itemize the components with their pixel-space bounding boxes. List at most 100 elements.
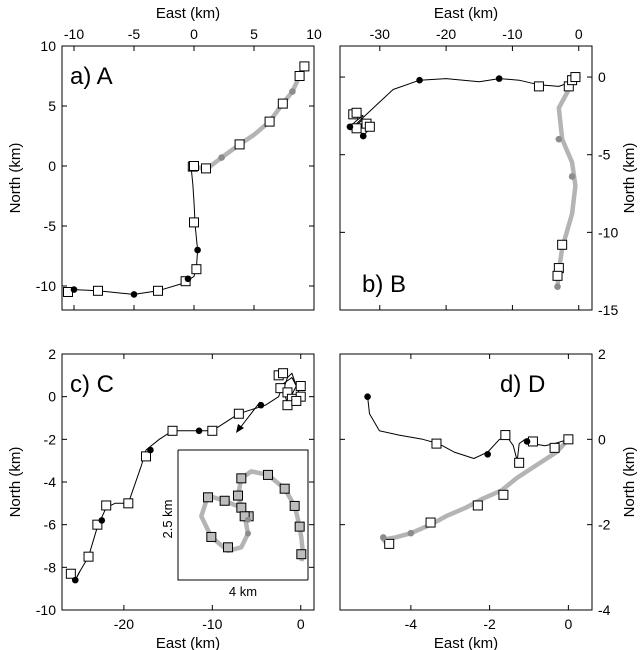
x-tick-label: -4 <box>405 616 418 632</box>
marker-dot <box>71 576 79 584</box>
marker-square <box>549 442 560 453</box>
x-axis-label: East (km) <box>156 5 220 22</box>
marker-square <box>189 161 199 171</box>
marker-dot <box>407 529 415 537</box>
marker-square <box>552 270 563 281</box>
marker-square <box>167 425 178 436</box>
x-axis-label: East (km) <box>434 5 498 22</box>
x-tick-label: -10 <box>202 616 222 632</box>
marker-dot <box>98 517 106 524</box>
y-tick-label: 0 <box>598 69 606 85</box>
y-tick-label: -4 <box>44 474 57 490</box>
marker-square <box>384 538 395 549</box>
marker-dot <box>364 393 371 400</box>
marker-square <box>123 498 134 509</box>
marker-square <box>101 500 112 511</box>
y-tick-label: -2 <box>44 431 57 447</box>
plot-frame <box>339 45 593 311</box>
marker-square <box>264 116 275 127</box>
x-tick-label: -20 <box>114 616 134 632</box>
y-tick-label: 5 <box>48 98 56 114</box>
inset-marker-dot <box>245 530 251 537</box>
y-tick-label: 2 <box>48 346 56 362</box>
inset-marker-square <box>294 521 305 532</box>
plot-frame <box>339 353 593 611</box>
marker-square <box>92 519 103 530</box>
y-tick-label: -10 <box>598 224 618 240</box>
marker-square <box>191 264 202 275</box>
marker-square <box>93 285 103 296</box>
x-tick-label: -10 <box>502 26 522 42</box>
x-tick-label: -2 <box>483 616 496 632</box>
inset-frame <box>177 449 309 581</box>
y-axis-label: North (km) <box>7 447 24 518</box>
marker-dot <box>495 75 503 82</box>
plot-frame <box>61 45 315 311</box>
y-tick-label: 0 <box>48 389 56 405</box>
track-gray <box>191 64 307 172</box>
marker-square <box>299 61 310 72</box>
marker-square <box>65 568 76 579</box>
x-tick-label: 0 <box>564 616 572 632</box>
marker-square <box>533 81 544 92</box>
marker-square <box>234 139 245 150</box>
inset-marker-square <box>289 500 300 511</box>
y-axis-label: North (km) <box>621 447 638 518</box>
marker-square <box>500 430 511 441</box>
marker-square <box>282 400 293 411</box>
marker-square <box>291 395 302 406</box>
y-tick-label: 0 <box>598 431 606 447</box>
inset-arrow <box>239 401 261 429</box>
y-tick-label: 0 <box>48 158 56 174</box>
x-axis-label: East (km) <box>156 635 220 650</box>
panel-4: -4 -2 0 East (km) -4 -2 0 2 North (km) d) D <box>339 346 638 650</box>
x-tick-label: -10 <box>64 26 84 42</box>
y-tick-label: -2 <box>598 517 611 533</box>
marker-square <box>189 217 199 228</box>
marker-square <box>425 517 436 528</box>
marker-square <box>431 438 442 449</box>
marker-dot <box>184 275 192 283</box>
track-black <box>367 396 569 462</box>
marker-square <box>201 163 211 174</box>
y-tick-label: -6 <box>44 517 57 533</box>
y-tick-label: -10 <box>36 278 56 294</box>
marker-dot <box>523 438 531 445</box>
inset-arrow-head <box>236 424 244 433</box>
marker-square <box>233 408 244 419</box>
y-tick-label: -5 <box>598 147 611 163</box>
marker-dot <box>568 173 576 180</box>
inset-height-label: 2.5 km <box>160 499 175 538</box>
marker-square <box>278 368 289 379</box>
marker-square <box>557 239 568 250</box>
inset-marker-square <box>263 469 273 480</box>
marker-dot <box>484 450 491 458</box>
marker-square <box>472 500 483 511</box>
marker-dot <box>130 291 138 298</box>
marker-square <box>498 489 509 500</box>
inset-marker-square <box>206 531 217 542</box>
x-tick-label: 0 <box>297 616 305 632</box>
marker-dot <box>257 401 265 409</box>
inset-marker-dot <box>245 516 251 523</box>
panel-label: b) B <box>362 271 406 298</box>
marker-square <box>294 71 305 81</box>
track-black <box>67 165 199 295</box>
marker-square <box>153 285 163 296</box>
y-tick-label: -15 <box>598 302 618 318</box>
y-tick-label: 2 <box>598 346 606 362</box>
marker-dot <box>195 427 203 435</box>
x-tick-label: -5 <box>128 26 141 42</box>
marker-dot <box>147 446 154 454</box>
marker-dot <box>555 135 563 143</box>
y-axis-label: North (km) <box>621 143 638 214</box>
marker-dot <box>218 154 225 161</box>
track-gray <box>381 437 571 547</box>
panel-label: d) D <box>500 371 545 398</box>
x-tick-label: -20 <box>436 26 456 42</box>
marker-square <box>563 434 574 445</box>
marker-dot <box>416 76 423 84</box>
marker-square <box>514 457 525 468</box>
marker-dot <box>359 132 367 140</box>
marker-dot <box>70 286 78 293</box>
